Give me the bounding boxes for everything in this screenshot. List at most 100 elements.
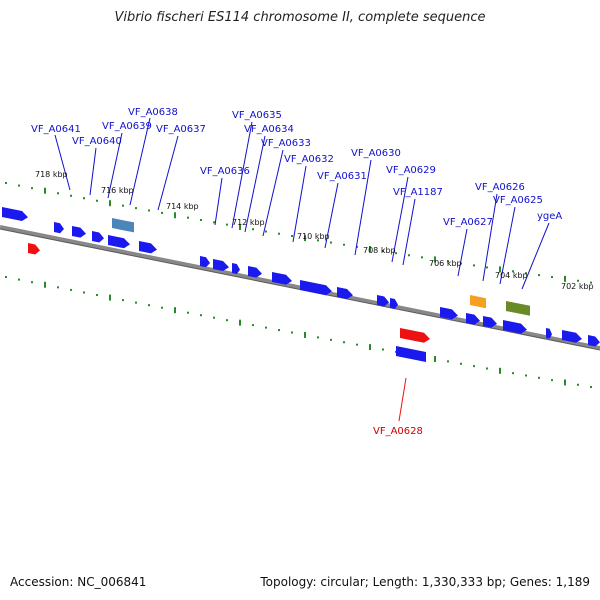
inner-tick bbox=[330, 338, 332, 341]
inner-tick bbox=[499, 367, 501, 374]
leader-line bbox=[457, 228, 468, 277]
green-feature bbox=[506, 301, 530, 316]
tick-label: 712 kbp bbox=[232, 218, 265, 227]
inner-tick bbox=[252, 324, 254, 327]
gene-features bbox=[2, 207, 600, 362]
outer-tick bbox=[70, 194, 72, 197]
forward-gene bbox=[440, 307, 458, 320]
outer-tick bbox=[31, 187, 33, 190]
reverse-gene bbox=[400, 328, 430, 343]
leader-line bbox=[402, 198, 416, 266]
map-title: Vibrio fischeri ES114 chromosome II, com… bbox=[114, 10, 486, 25]
leader-line bbox=[354, 159, 372, 256]
inner-tick bbox=[174, 307, 176, 314]
outer-tick bbox=[473, 264, 475, 267]
outer-tick bbox=[57, 192, 59, 195]
outer-tick bbox=[135, 207, 137, 210]
outer-tick bbox=[538, 274, 540, 277]
forward-gene bbox=[466, 313, 480, 325]
leader-line bbox=[521, 222, 550, 290]
leader-line bbox=[262, 149, 284, 237]
inner-tick bbox=[538, 376, 540, 379]
gene-label: VF_A0635 bbox=[232, 110, 282, 121]
inner-tick bbox=[447, 360, 449, 363]
gene-label: VF_A0636 bbox=[200, 166, 250, 177]
tick-label: 714 kbp bbox=[166, 202, 199, 211]
gene-label: VF_A0627 bbox=[443, 217, 493, 228]
outer-tick bbox=[252, 228, 254, 231]
gene-label: ygeA bbox=[537, 211, 562, 222]
steelblue-feature bbox=[112, 218, 134, 233]
gene-label: VF_A0626 bbox=[475, 182, 525, 193]
gene-label: VF_A0634 bbox=[244, 124, 294, 135]
forward-gene bbox=[108, 235, 130, 249]
inner-tick bbox=[291, 331, 293, 334]
gene-label: VF_A0638 bbox=[128, 107, 178, 118]
inner-tick bbox=[161, 306, 163, 309]
forward-gene bbox=[562, 330, 582, 343]
inner-tick bbox=[5, 275, 7, 278]
outer-tick bbox=[239, 223, 241, 230]
tick-label: 716 kbp bbox=[101, 186, 134, 195]
outer-tick bbox=[590, 281, 592, 284]
inner-tick bbox=[226, 319, 228, 322]
gene-label: VF_A0629 bbox=[386, 165, 436, 176]
inner-tick bbox=[200, 314, 202, 317]
inner-tick bbox=[96, 294, 98, 297]
inner-tick bbox=[83, 291, 85, 294]
inner-tick bbox=[239, 319, 241, 326]
gene-label: VF_A0633 bbox=[261, 138, 311, 149]
forward-gene bbox=[337, 287, 353, 299]
forward-gene bbox=[200, 256, 210, 268]
forward-gene bbox=[300, 280, 332, 296]
inner-tick bbox=[18, 278, 20, 281]
topology-summary: Topology: circular; Length: 1,330,333 bp… bbox=[260, 575, 590, 589]
outer-tick bbox=[226, 223, 228, 226]
inner-tick bbox=[31, 281, 33, 284]
outer-tick bbox=[343, 243, 345, 246]
tick-label: 718 kbp bbox=[35, 170, 68, 179]
inner-tick bbox=[382, 348, 384, 351]
outer-tick bbox=[265, 230, 267, 233]
leader-line bbox=[391, 176, 409, 263]
inner-tick bbox=[44, 281, 46, 288]
leader-line bbox=[54, 134, 71, 191]
outer-tick bbox=[577, 279, 579, 282]
forward-gene bbox=[272, 272, 292, 285]
leader-line bbox=[244, 135, 266, 233]
gene-label: VF_A0631 bbox=[317, 171, 367, 182]
outer-tick bbox=[369, 245, 371, 252]
gene-labels: VF_A0641 VF_A0640 VF_A0639 VF_A0638 VF_A… bbox=[31, 107, 562, 437]
reverse-gene bbox=[28, 243, 40, 255]
inner-tick bbox=[57, 286, 59, 289]
forward-gene bbox=[377, 295, 389, 307]
inner-tick bbox=[304, 331, 306, 338]
inner-tick-ring bbox=[5, 275, 592, 389]
inner-tick bbox=[122, 299, 124, 302]
outer-tick bbox=[187, 216, 189, 219]
inner-tick bbox=[356, 343, 358, 346]
inner-tick bbox=[590, 386, 592, 389]
leader-line bbox=[499, 206, 516, 285]
leader-line bbox=[214, 177, 223, 226]
tick-label: 706 kbp bbox=[429, 259, 462, 268]
gene-label: VF_A1187 bbox=[393, 187, 443, 198]
inner-tick bbox=[148, 304, 150, 307]
gene-label: VF_A0640 bbox=[72, 136, 122, 147]
outer-tick bbox=[486, 266, 488, 269]
forward-gene bbox=[213, 259, 229, 271]
outer-tick bbox=[499, 266, 501, 273]
gene-label: VF_A0625 bbox=[493, 195, 543, 206]
inner-tick bbox=[187, 311, 189, 314]
inner-tick bbox=[135, 301, 137, 304]
outer-tick bbox=[447, 260, 449, 263]
outer-tick bbox=[291, 234, 293, 237]
gene-label: VF_A0632 bbox=[284, 154, 334, 165]
outer-tick bbox=[317, 239, 319, 242]
inner-tick bbox=[109, 294, 111, 301]
inner-tick bbox=[265, 326, 267, 329]
gene-label: VF_A0641 bbox=[31, 124, 81, 135]
leader-line bbox=[292, 165, 307, 243]
inner-tick bbox=[369, 344, 371, 351]
